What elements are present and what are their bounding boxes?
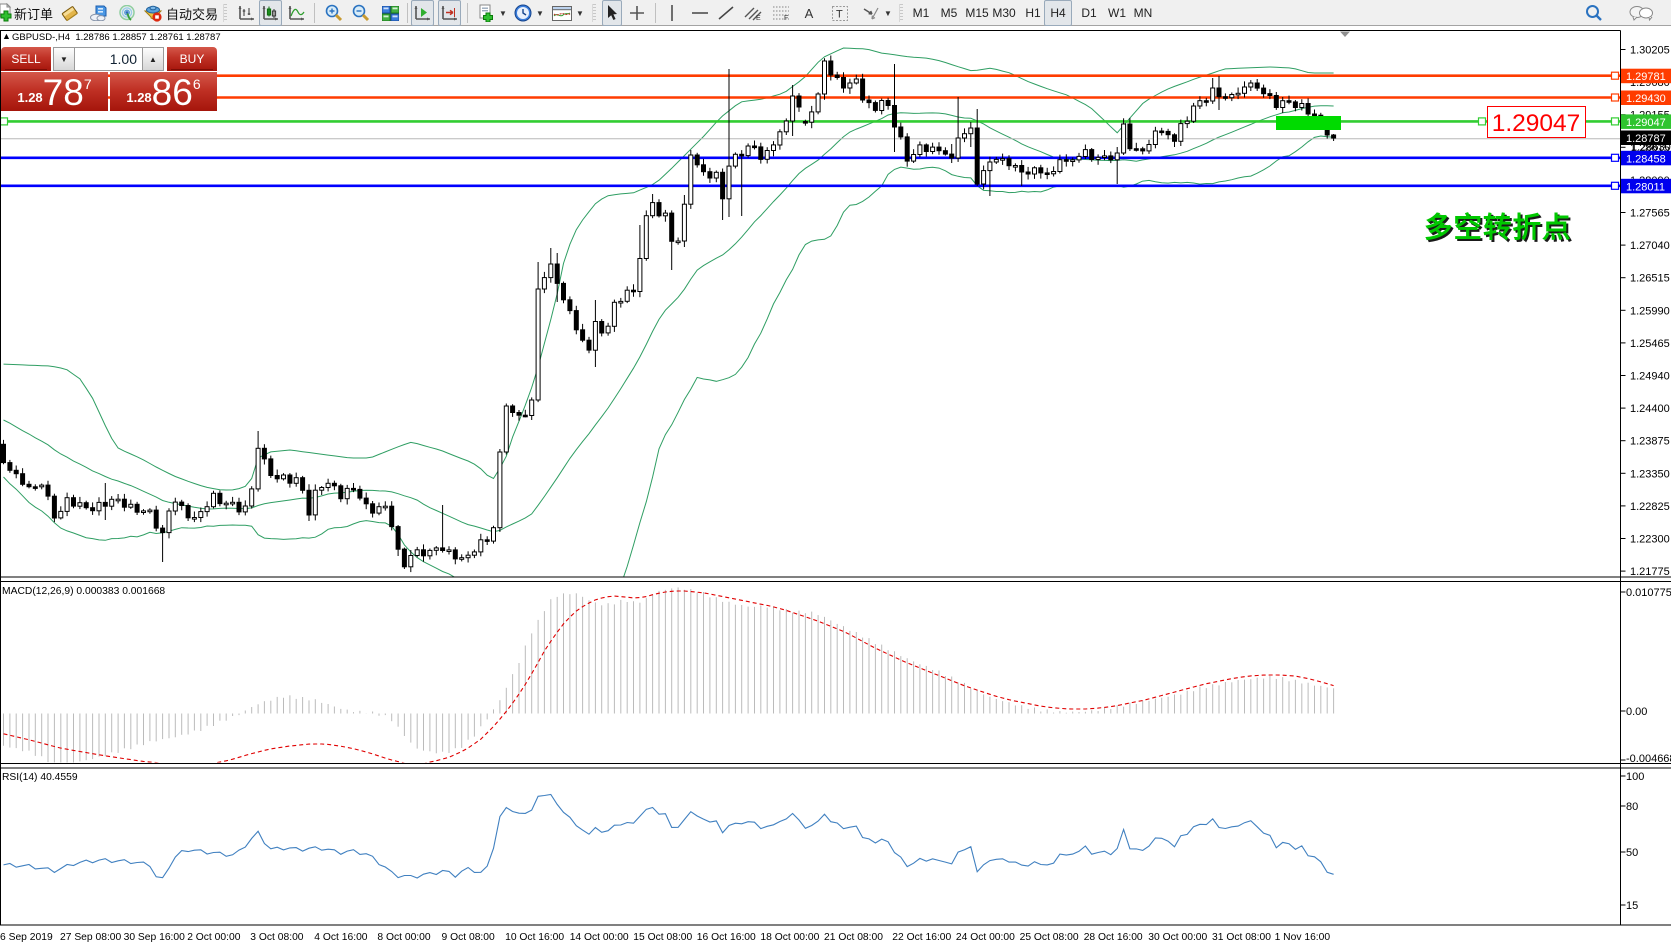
svg-text:14 Oct 00:00: 14 Oct 00:00: [570, 932, 629, 943]
svg-text:16 Oct 16:00: 16 Oct 16:00: [697, 932, 756, 943]
svg-text:1.29430: 1.29430: [1626, 93, 1666, 105]
svg-text:3 Oct 08:00: 3 Oct 08:00: [250, 932, 304, 943]
svg-text:1.29047: 1.29047: [1492, 110, 1581, 137]
svg-text:10 Oct 16:00: 10 Oct 16:00: [505, 932, 564, 943]
svg-text:100: 100: [1626, 771, 1644, 783]
svg-text:1.22300: 1.22300: [1630, 534, 1670, 546]
svg-text:24 Oct 00:00: 24 Oct 00:00: [956, 932, 1015, 943]
svg-text:MACD(12,26,9) 0.000383 0.00166: MACD(12,26,9) 0.000383 0.001668: [2, 586, 165, 597]
svg-text:0.010775: 0.010775: [1626, 587, 1671, 599]
svg-text:多空转折点: 多空转折点: [1424, 211, 1572, 244]
svg-text:15: 15: [1626, 900, 1638, 912]
svg-text:RSI(14) 40.4559: RSI(14) 40.4559: [2, 772, 78, 783]
svg-text:1.23875: 1.23875: [1630, 436, 1670, 448]
svg-text:2 Oct 00:00: 2 Oct 00:00: [187, 932, 241, 943]
svg-text:30 Sep 16:00: 30 Sep 16:00: [124, 932, 186, 943]
svg-text:T: T: [836, 8, 843, 20]
svg-text:18 Oct 00:00: 18 Oct 00:00: [760, 932, 819, 943]
svg-text:1.24940: 1.24940: [1630, 371, 1670, 383]
svg-text:1.27565: 1.27565: [1630, 208, 1670, 220]
svg-text:1.28011: 1.28011: [1626, 181, 1665, 193]
svg-text:0.00: 0.00: [1626, 706, 1647, 718]
svg-text:8 Oct 00:00: 8 Oct 00:00: [377, 932, 431, 943]
svg-text:4 Oct 16:00: 4 Oct 16:00: [314, 932, 368, 943]
svg-text:1.23350: 1.23350: [1630, 468, 1670, 480]
svg-text:15 Oct 08:00: 15 Oct 08:00: [633, 932, 692, 943]
svg-text:27 Sep 08:00: 27 Sep 08:00: [60, 932, 122, 943]
svg-text:31 Oct 08:00: 31 Oct 08:00: [1212, 932, 1271, 943]
svg-text:1.28787: 1.28787: [1626, 133, 1666, 145]
svg-text:6 Sep 2019: 6 Sep 2019: [0, 932, 53, 943]
svg-text:E: E: [756, 15, 761, 21]
svg-text:1.28458: 1.28458: [1626, 153, 1666, 165]
svg-text:1.27040: 1.27040: [1630, 240, 1670, 252]
svg-text:21 Oct 08:00: 21 Oct 08:00: [824, 932, 883, 943]
svg-text:1.26515: 1.26515: [1630, 273, 1670, 285]
svg-text:1.29047: 1.29047: [1626, 117, 1666, 129]
svg-text:9 Oct 08:00: 9 Oct 08:00: [442, 932, 496, 943]
svg-text:1.25465: 1.25465: [1630, 338, 1670, 350]
svg-text:F: F: [784, 15, 788, 21]
svg-text:1.25990: 1.25990: [1630, 305, 1670, 317]
svg-text:30 Oct 00:00: 30 Oct 00:00: [1148, 932, 1207, 943]
svg-text:1.24400: 1.24400: [1630, 403, 1670, 415]
svg-text:1 Nov 16:00: 1 Nov 16:00: [1275, 932, 1331, 943]
svg-text:1.22825: 1.22825: [1630, 501, 1670, 513]
svg-text:22 Oct 16:00: 22 Oct 16:00: [892, 932, 951, 943]
svg-text:1.30205: 1.30205: [1630, 45, 1670, 57]
svg-text:-0.004668: -0.004668: [1626, 753, 1671, 765]
svg-text:25 Oct 08:00: 25 Oct 08:00: [1020, 932, 1079, 943]
svg-text:1.21775: 1.21775: [1630, 566, 1670, 578]
svg-text:28 Oct 16:00: 28 Oct 16:00: [1084, 932, 1143, 943]
svg-text:1.29781: 1.29781: [1626, 71, 1666, 83]
svg-text:50: 50: [1626, 847, 1638, 859]
svg-text:80: 80: [1626, 801, 1638, 813]
